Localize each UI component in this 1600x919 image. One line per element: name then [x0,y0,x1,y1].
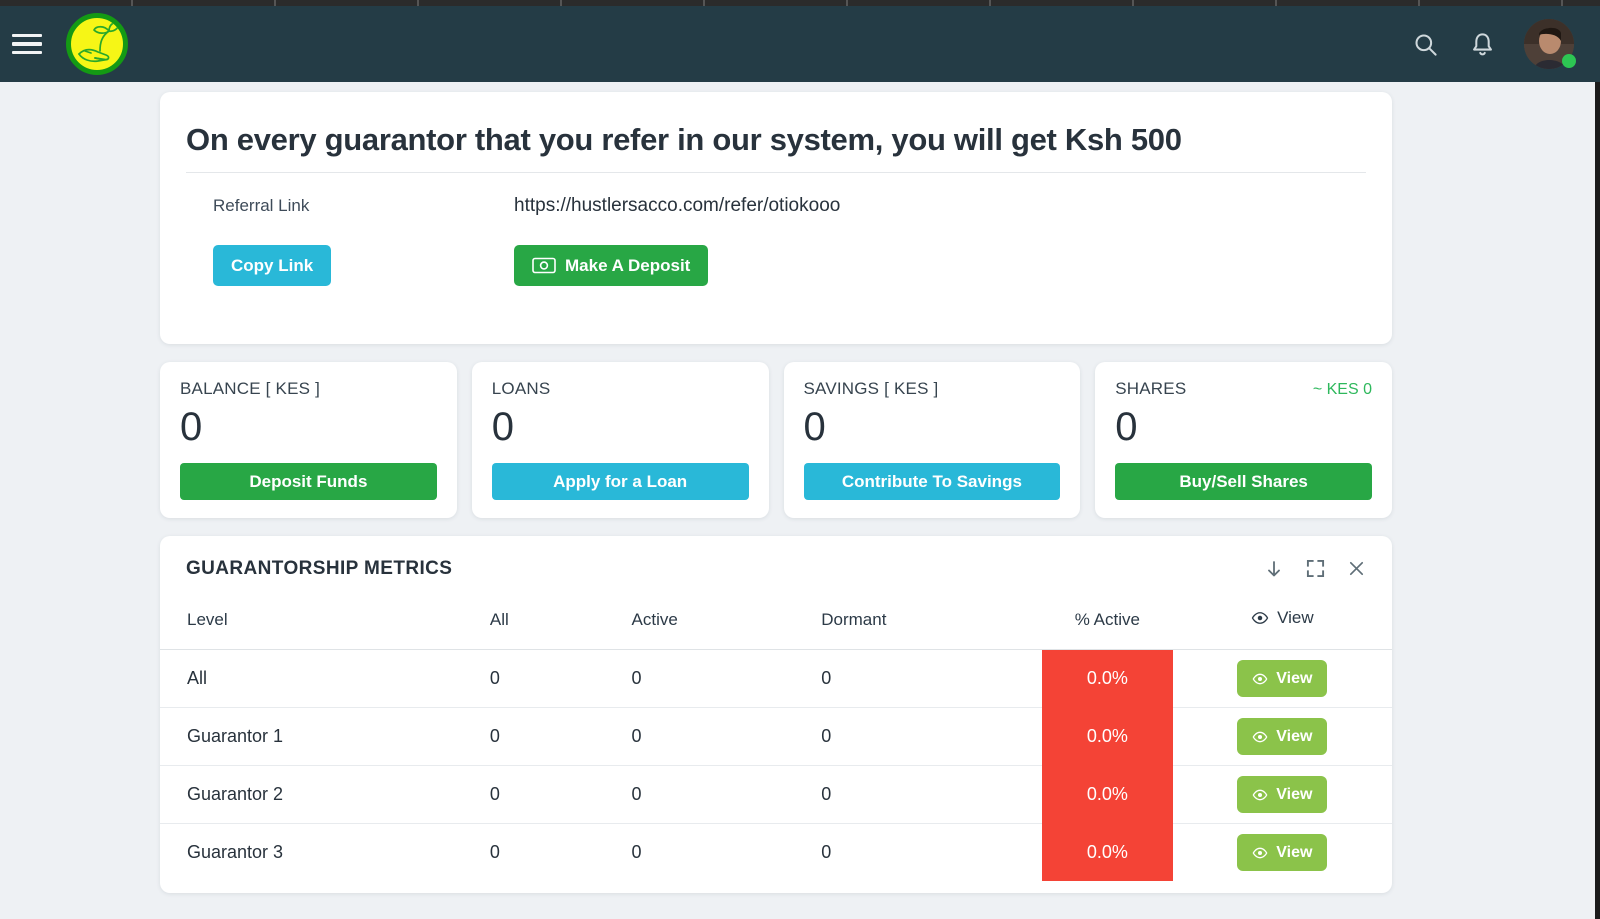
hand-sprout-icon [78,21,120,63]
menu-icon[interactable] [12,29,42,60]
pct-active-badge: 0.0% [1042,707,1173,766]
view-button[interactable]: View [1237,718,1328,755]
shares-value: 0 [1115,405,1138,449]
header-pct-active: % Active [1042,594,1173,650]
top-navbar [0,6,1600,82]
apply-loan-button[interactable]: Apply for a Loan [491,463,749,500]
metrics-title: GUARANTORSHIP METRICS [186,558,453,579]
loans-label: LOANS [491,379,551,398]
window-top-strip [0,0,1600,6]
main-content: On every guarantor that you refer in our… [160,92,1392,893]
eye-icon [1252,847,1268,858]
deposit-funds-button[interactable]: Deposit Funds [180,463,437,500]
pct-active-badge: 0.0% [1042,765,1173,824]
row-level: Guarantor 1 [160,707,478,766]
referral-heading: On every guarantor that you refer in our… [186,116,1366,173]
savings-card: SAVINGS [ KES ] 0 Contribute To Savings [783,362,1081,518]
pct-active-badge: 0.0% [1042,823,1173,881]
table-row: Guarantor 1 0 0 0 0.0% View [160,707,1392,766]
referral-card: On every guarantor that you refer in our… [160,92,1392,344]
shares-kes-equivalent: ~ KES 0 [1312,381,1372,398]
stats-row: BALANCE [ KES ] 0 Deposit Funds LOANS 0 … [160,362,1392,518]
pct-active-badge: 0.0% [1042,649,1173,708]
balance-value: 0 [180,405,203,449]
loans-card: LOANS 0 Apply for a Loan [471,362,769,518]
eye-icon [1252,673,1268,684]
shares-card: SHARES ~ KES 0 0 Buy/Sell Shares [1095,362,1392,518]
header-dormant: Dormant [809,594,1043,650]
close-icon[interactable] [1347,559,1366,579]
view-button[interactable]: View [1237,660,1328,697]
online-status-dot [1562,54,1576,68]
referral-link-url: https://hustlersacco.com/refer/otiokooo [514,195,841,216]
guarantorship-metrics-card: GUARANTORSHIP METRICS [160,536,1392,893]
header-view: View [1172,594,1392,650]
balance-card: BALANCE [ KES ] 0 Deposit Funds [160,362,457,518]
referral-link-label: Referral Link [213,196,310,215]
loans-value: 0 [491,405,514,449]
eye-icon [1252,731,1268,742]
copy-link-button[interactable]: Copy Link [213,245,332,286]
view-button[interactable]: View [1237,834,1328,871]
table-row: All 0 0 0 0.0% View [160,649,1392,708]
user-avatar[interactable] [1524,19,1576,69]
row-level: Guarantor 2 [160,765,478,824]
shares-label: SHARES [1115,379,1187,398]
header-all: All [477,594,620,650]
contribute-savings-button[interactable]: Contribute To Savings [803,463,1061,500]
guarantorship-metrics-table: Level All Active Dormant % Active View [160,594,1392,881]
view-button[interactable]: View [1237,776,1328,813]
table-row: Guarantor 3 0 0 0 0.0% View [160,823,1392,881]
collapse-arrow-icon[interactable] [1264,559,1284,579]
window-right-edge [1595,82,1600,919]
sacco-logo[interactable] [66,13,128,75]
search-icon[interactable] [1412,31,1439,58]
header-active: Active [619,594,810,650]
buy-sell-shares-button[interactable]: Buy/Sell Shares [1115,463,1372,500]
savings-value: 0 [803,405,826,449]
fullscreen-icon[interactable] [1306,559,1325,579]
banknote-icon [532,257,556,274]
eye-icon [1251,612,1269,624]
make-deposit-button[interactable]: Make A Deposit [514,245,709,286]
savings-label: SAVINGS [ KES ] [803,379,939,398]
table-row: Guarantor 2 0 0 0 0.0% View [160,765,1392,824]
balance-label: BALANCE [ KES ] [180,379,320,398]
row-level: Guarantor 3 [160,823,478,881]
eye-icon [1252,789,1268,800]
bell-icon[interactable] [1469,31,1496,58]
header-level: Level [160,594,478,650]
row-level: All [187,668,208,688]
